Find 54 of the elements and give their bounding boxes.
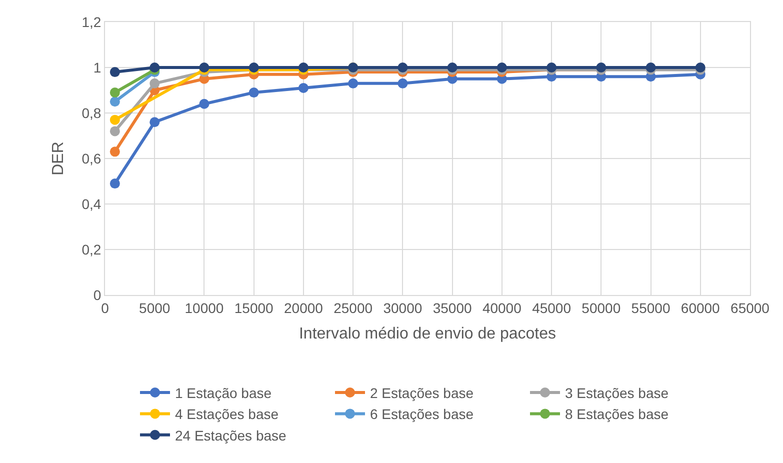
point: [248, 88, 259, 98]
x-tick-label: 40000: [482, 300, 522, 316]
y-tick-label: 0,6: [82, 150, 102, 166]
point: [110, 126, 120, 136]
x-tick-label: 5000: [139, 300, 170, 316]
point: [150, 78, 160, 88]
point: [150, 117, 160, 128]
x-tick-label: 45000: [532, 300, 572, 316]
legend-label: 3 Estações base: [565, 384, 669, 401]
y-tick-label: 0: [93, 286, 102, 303]
point: [496, 62, 507, 72]
point: [248, 62, 259, 72]
point: [110, 67, 120, 78]
x-tick-label: 25000: [334, 300, 373, 316]
x-tick-label: 35000: [432, 300, 472, 316]
y-tick-label: 1: [93, 59, 102, 76]
point: [110, 96, 120, 107]
point: [298, 62, 308, 72]
x-tick-label: 60000: [680, 300, 720, 316]
legend-label: 24 Estações base: [175, 427, 287, 444]
point: [546, 62, 557, 72]
point: [110, 114, 120, 125]
point: [348, 78, 358, 88]
point: [398, 78, 408, 88]
point: [398, 62, 408, 72]
y-tick-label: 0,4: [82, 196, 102, 212]
point: [646, 62, 656, 72]
x-tick-label: 10000: [184, 300, 224, 316]
point: [199, 62, 210, 72]
point: [110, 178, 120, 189]
x-tick-label: 55000: [631, 300, 670, 316]
legend-label: 2 Estações base: [370, 384, 474, 401]
legend-label: 8 Estações base: [565, 406, 669, 422]
point: [596, 62, 606, 72]
legend-label: 1 Estação base: [175, 384, 272, 401]
x-tick-label: 50000: [582, 300, 621, 316]
legend-label: 4 Estações base: [175, 406, 279, 422]
legend-label: 6 Estações base: [370, 406, 474, 422]
point: [150, 62, 160, 72]
point: [695, 62, 706, 72]
point: [110, 88, 120, 98]
x-tick-label: 65000: [730, 300, 770, 316]
x-tick-label: 30000: [383, 300, 422, 316]
y-tick-label: 0,8: [82, 104, 102, 121]
x-tick-label: 15000: [234, 300, 274, 316]
y-tick-label: 0,2: [82, 241, 102, 258]
x-axis-title: Intervalo médio de envio de pacotes: [298, 326, 556, 342]
y-axis-title: DER: [50, 142, 67, 176]
point: [110, 146, 120, 157]
point: [199, 98, 210, 109]
x-tick-label: 20000: [284, 300, 324, 316]
point: [447, 62, 458, 72]
point: [298, 82, 308, 93]
y-tick-label: 1,2: [82, 14, 102, 30]
